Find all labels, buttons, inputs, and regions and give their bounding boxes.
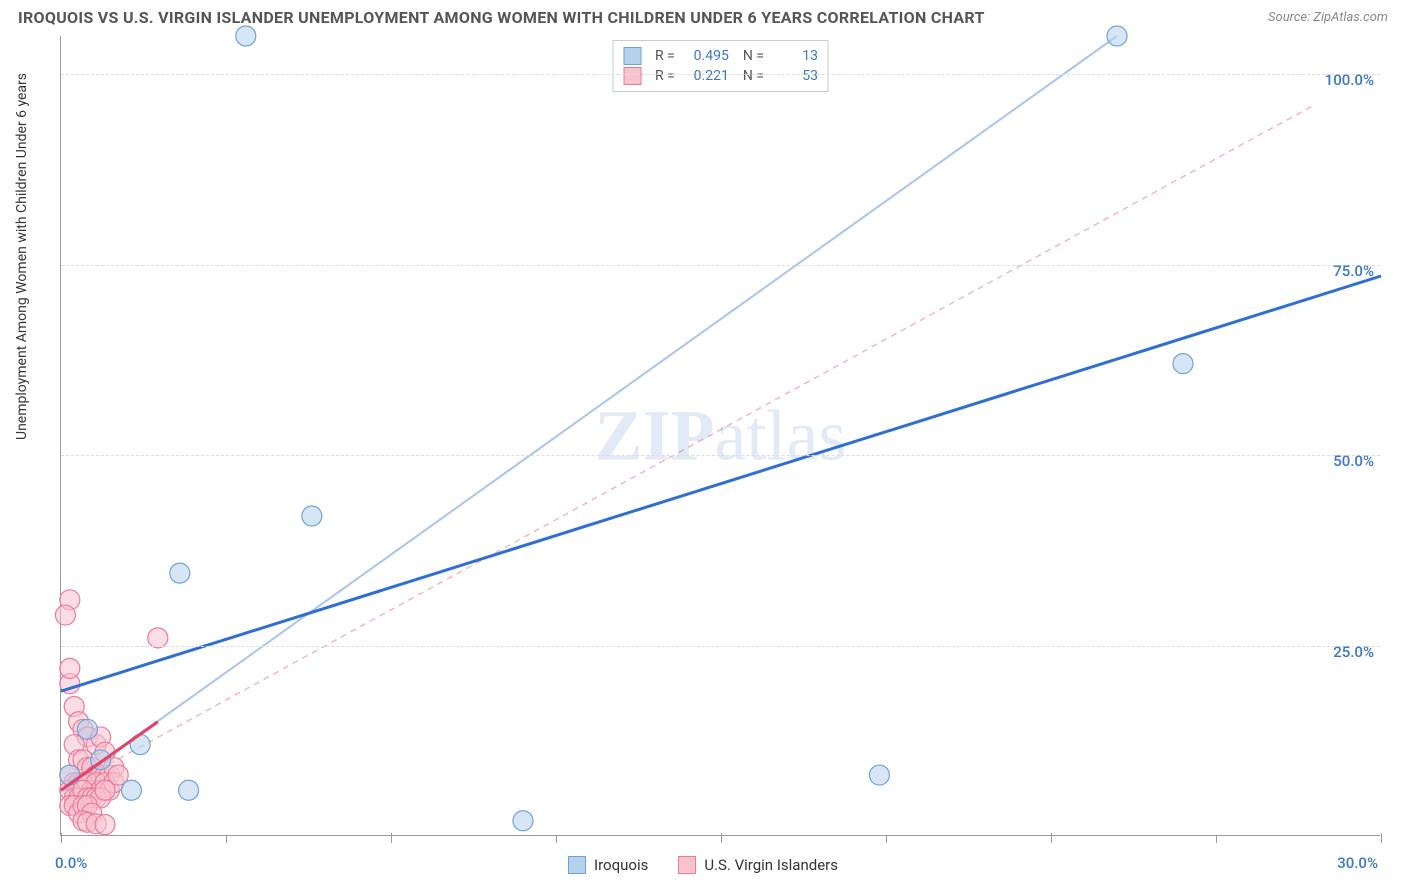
series-legend: Iroquois U.S. Virgin Islanders (568, 856, 838, 874)
r-label: R = (655, 68, 675, 84)
swatch-iroquois (623, 47, 641, 65)
n-label: N = (743, 48, 764, 64)
legend-item-usvi: U.S. Virgin Islanders (678, 856, 838, 874)
stats-legend: R = 0.495 N = 13 R = 0.221 N = 53 (612, 40, 829, 92)
stats-row-usvi: R = 0.221 N = 53 (623, 67, 818, 85)
legend-label-iroquois: Iroquois (594, 856, 648, 874)
y-tick-label: 50.0% (1333, 452, 1374, 470)
r-value-iroquois: 0.495 (683, 48, 729, 64)
y-tick-label: 25.0% (1333, 643, 1374, 661)
x-tick-label: 0.0% (55, 854, 87, 872)
n-value-iroquois: 13 (772, 48, 818, 64)
swatch-iroquois (568, 856, 586, 874)
n-label: N = (743, 68, 764, 84)
swatch-usvi (623, 67, 641, 85)
n-value-usvi: 53 (772, 68, 818, 84)
stats-row-iroquois: R = 0.495 N = 13 (623, 47, 818, 65)
r-label: R = (655, 48, 675, 64)
y-tick-label: 100.0% (1325, 71, 1374, 89)
y-tick-label: 75.0% (1333, 262, 1374, 280)
source-attribution: Source: ZipAtlas.com (1268, 10, 1388, 25)
chart-title: IROQUOIS VS U.S. VIRGIN ISLANDER UNEMPLO… (18, 8, 985, 27)
y-axis-label: Unemployment Among Women with Children U… (14, 73, 30, 440)
x-tick-label: 30.0% (1337, 854, 1378, 872)
legend-item-iroquois: Iroquois (568, 856, 648, 874)
scatter-svg (61, 36, 1380, 835)
r-value-usvi: 0.221 (683, 68, 729, 84)
swatch-usvi (678, 856, 696, 874)
legend-label-usvi: U.S. Virgin Islanders (704, 856, 838, 874)
chart-plot-area: R = 0.495 N = 13 R = 0.221 N = 53 ZIPatl… (60, 36, 1380, 836)
